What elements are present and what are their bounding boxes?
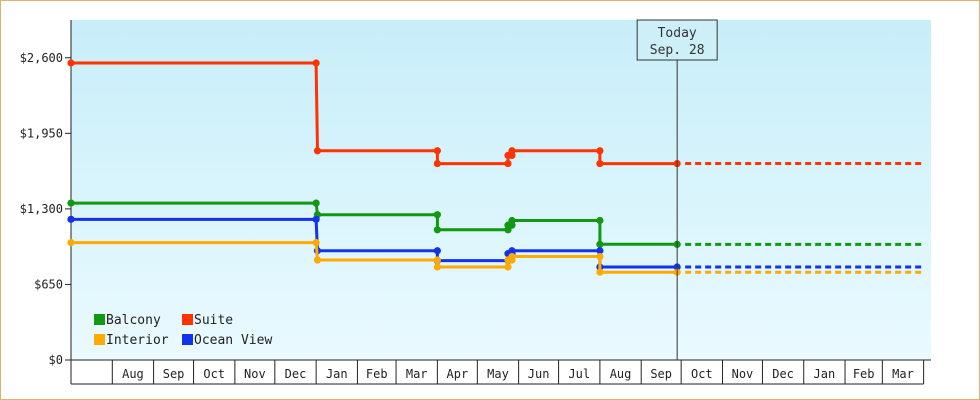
legend-label: Ocean View [194, 333, 272, 348]
y-axis: $0 $650 $1,300 $1,950 $2,600 [20, 20, 72, 384]
today-label: Today [658, 26, 697, 41]
series-balcony [67, 199, 923, 248]
data-point [312, 215, 320, 223]
legend-swatch [182, 334, 193, 345]
y-tick-label: $650 [34, 277, 63, 291]
data-point [596, 147, 604, 155]
x-tick-label: Aug [122, 367, 144, 381]
x-tick-label: Mar [406, 367, 428, 381]
data-point [312, 59, 320, 67]
x-tick-label: Feb [366, 367, 388, 381]
data-point [433, 226, 441, 234]
today-marker: Today Sep. 28 [636, 19, 718, 360]
y-tick-label: $1,300 [20, 202, 63, 216]
data-point [508, 216, 516, 225]
series-suite [67, 59, 923, 168]
x-tick-label: Feb [853, 367, 875, 381]
data-point [504, 263, 512, 271]
legend-label: Balcony [106, 313, 161, 328]
x-tick-label: Dec [772, 367, 794, 381]
legend-swatch [182, 314, 193, 325]
data-point [433, 147, 441, 155]
data-point [508, 252, 516, 261]
data-point [596, 268, 604, 276]
legend-label: Suite [194, 313, 233, 328]
legend-item: Balcony [94, 313, 161, 328]
data-point [67, 59, 75, 67]
x-tick-label: May [487, 367, 509, 381]
x-tick-label: Apr [447, 367, 469, 381]
x-tick-label: Aug [610, 367, 632, 381]
data-point [504, 159, 512, 168]
x-tick-label: Mar [892, 367, 914, 381]
y-tick-label: $1,950 [20, 126, 63, 140]
data-point [312, 199, 320, 207]
data-point [433, 263, 441, 271]
legend-swatch [94, 314, 105, 325]
x-tick-label: Nov [732, 367, 754, 381]
today-date-label: Sep. 28 [650, 43, 705, 58]
x-tick-label: Jun [528, 367, 550, 381]
data-point [596, 216, 604, 225]
legend-swatch [94, 334, 105, 345]
x-tick-label: Jan [326, 367, 348, 381]
data-point [313, 256, 322, 264]
x-tick-label: Sep [163, 367, 185, 381]
data-point [508, 247, 516, 255]
data-point [312, 238, 320, 247]
data-point [67, 199, 75, 207]
data-point [433, 211, 441, 219]
data-point [433, 256, 441, 264]
x-tick-label: Nov [244, 367, 266, 381]
legend-item: Interior [94, 333, 169, 348]
data-point [508, 147, 516, 155]
legend-label: Interior [106, 333, 169, 348]
data-point [596, 159, 604, 168]
x-axis: Aug Sep Oct Nov Dec Jan Feb Mar Apr May Jun Jul Aug S… [71, 359, 931, 385]
data-point [433, 247, 441, 255]
x-tick-label: Oct [691, 367, 713, 381]
x-tick-label: Dec [285, 367, 307, 381]
x-tick-label: Jul [568, 367, 590, 381]
data-point [596, 247, 604, 255]
plot-area [71, 20, 931, 360]
legend-item: Ocean View [182, 333, 272, 348]
x-tick-label: Oct [203, 367, 225, 381]
data-point [67, 215, 75, 223]
data-point [596, 252, 604, 261]
today-box [636, 19, 718, 61]
y-tick-label: $2,600 [20, 51, 63, 65]
series-lines [67, 59, 923, 276]
data-point [67, 238, 75, 247]
x-tick-label: Jan [814, 367, 836, 381]
data-point [313, 147, 322, 155]
x-tick-label: Sep [650, 367, 672, 381]
legend: Balcony Suite Interior Ocean View [94, 313, 272, 348]
series-interior [67, 238, 923, 276]
data-point [433, 159, 441, 168]
y-tick-label: $0 [49, 353, 63, 367]
legend-item: Suite [182, 313, 233, 328]
data-point [596, 240, 604, 248]
